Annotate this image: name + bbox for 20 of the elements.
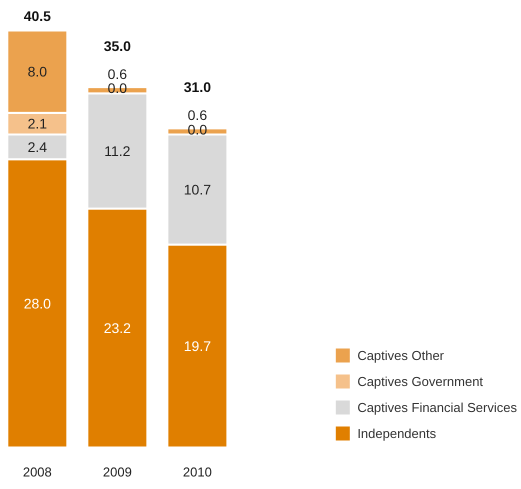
legend-label: Captives Financial Services xyxy=(357,400,517,414)
data-label: 2.1 xyxy=(28,116,48,132)
total-label: 35.0 xyxy=(104,38,132,54)
x-tick-label: 2009 xyxy=(102,464,132,480)
data-label: 28.0 xyxy=(24,295,52,312)
legend-label: Captives Other xyxy=(357,348,444,362)
data-label: 10.7 xyxy=(184,182,212,198)
total-label: 31.0 xyxy=(184,79,212,96)
legend-label: Independents xyxy=(357,426,436,440)
data-label: 23.2 xyxy=(104,320,132,336)
data-label: 2.4 xyxy=(28,138,48,155)
data-label: 0.6 xyxy=(188,106,208,123)
x-tick-label: 2010 xyxy=(182,464,212,480)
data-label: 19.7 xyxy=(184,338,212,354)
total-label: 40.5 xyxy=(24,8,52,24)
data-label: 8.0 xyxy=(28,64,48,80)
data-label: 0.6 xyxy=(108,66,128,82)
x-tick-label: 2008 xyxy=(22,464,52,480)
data-label: 11.2 xyxy=(104,142,131,159)
legend-label: Captives Government xyxy=(357,374,484,388)
